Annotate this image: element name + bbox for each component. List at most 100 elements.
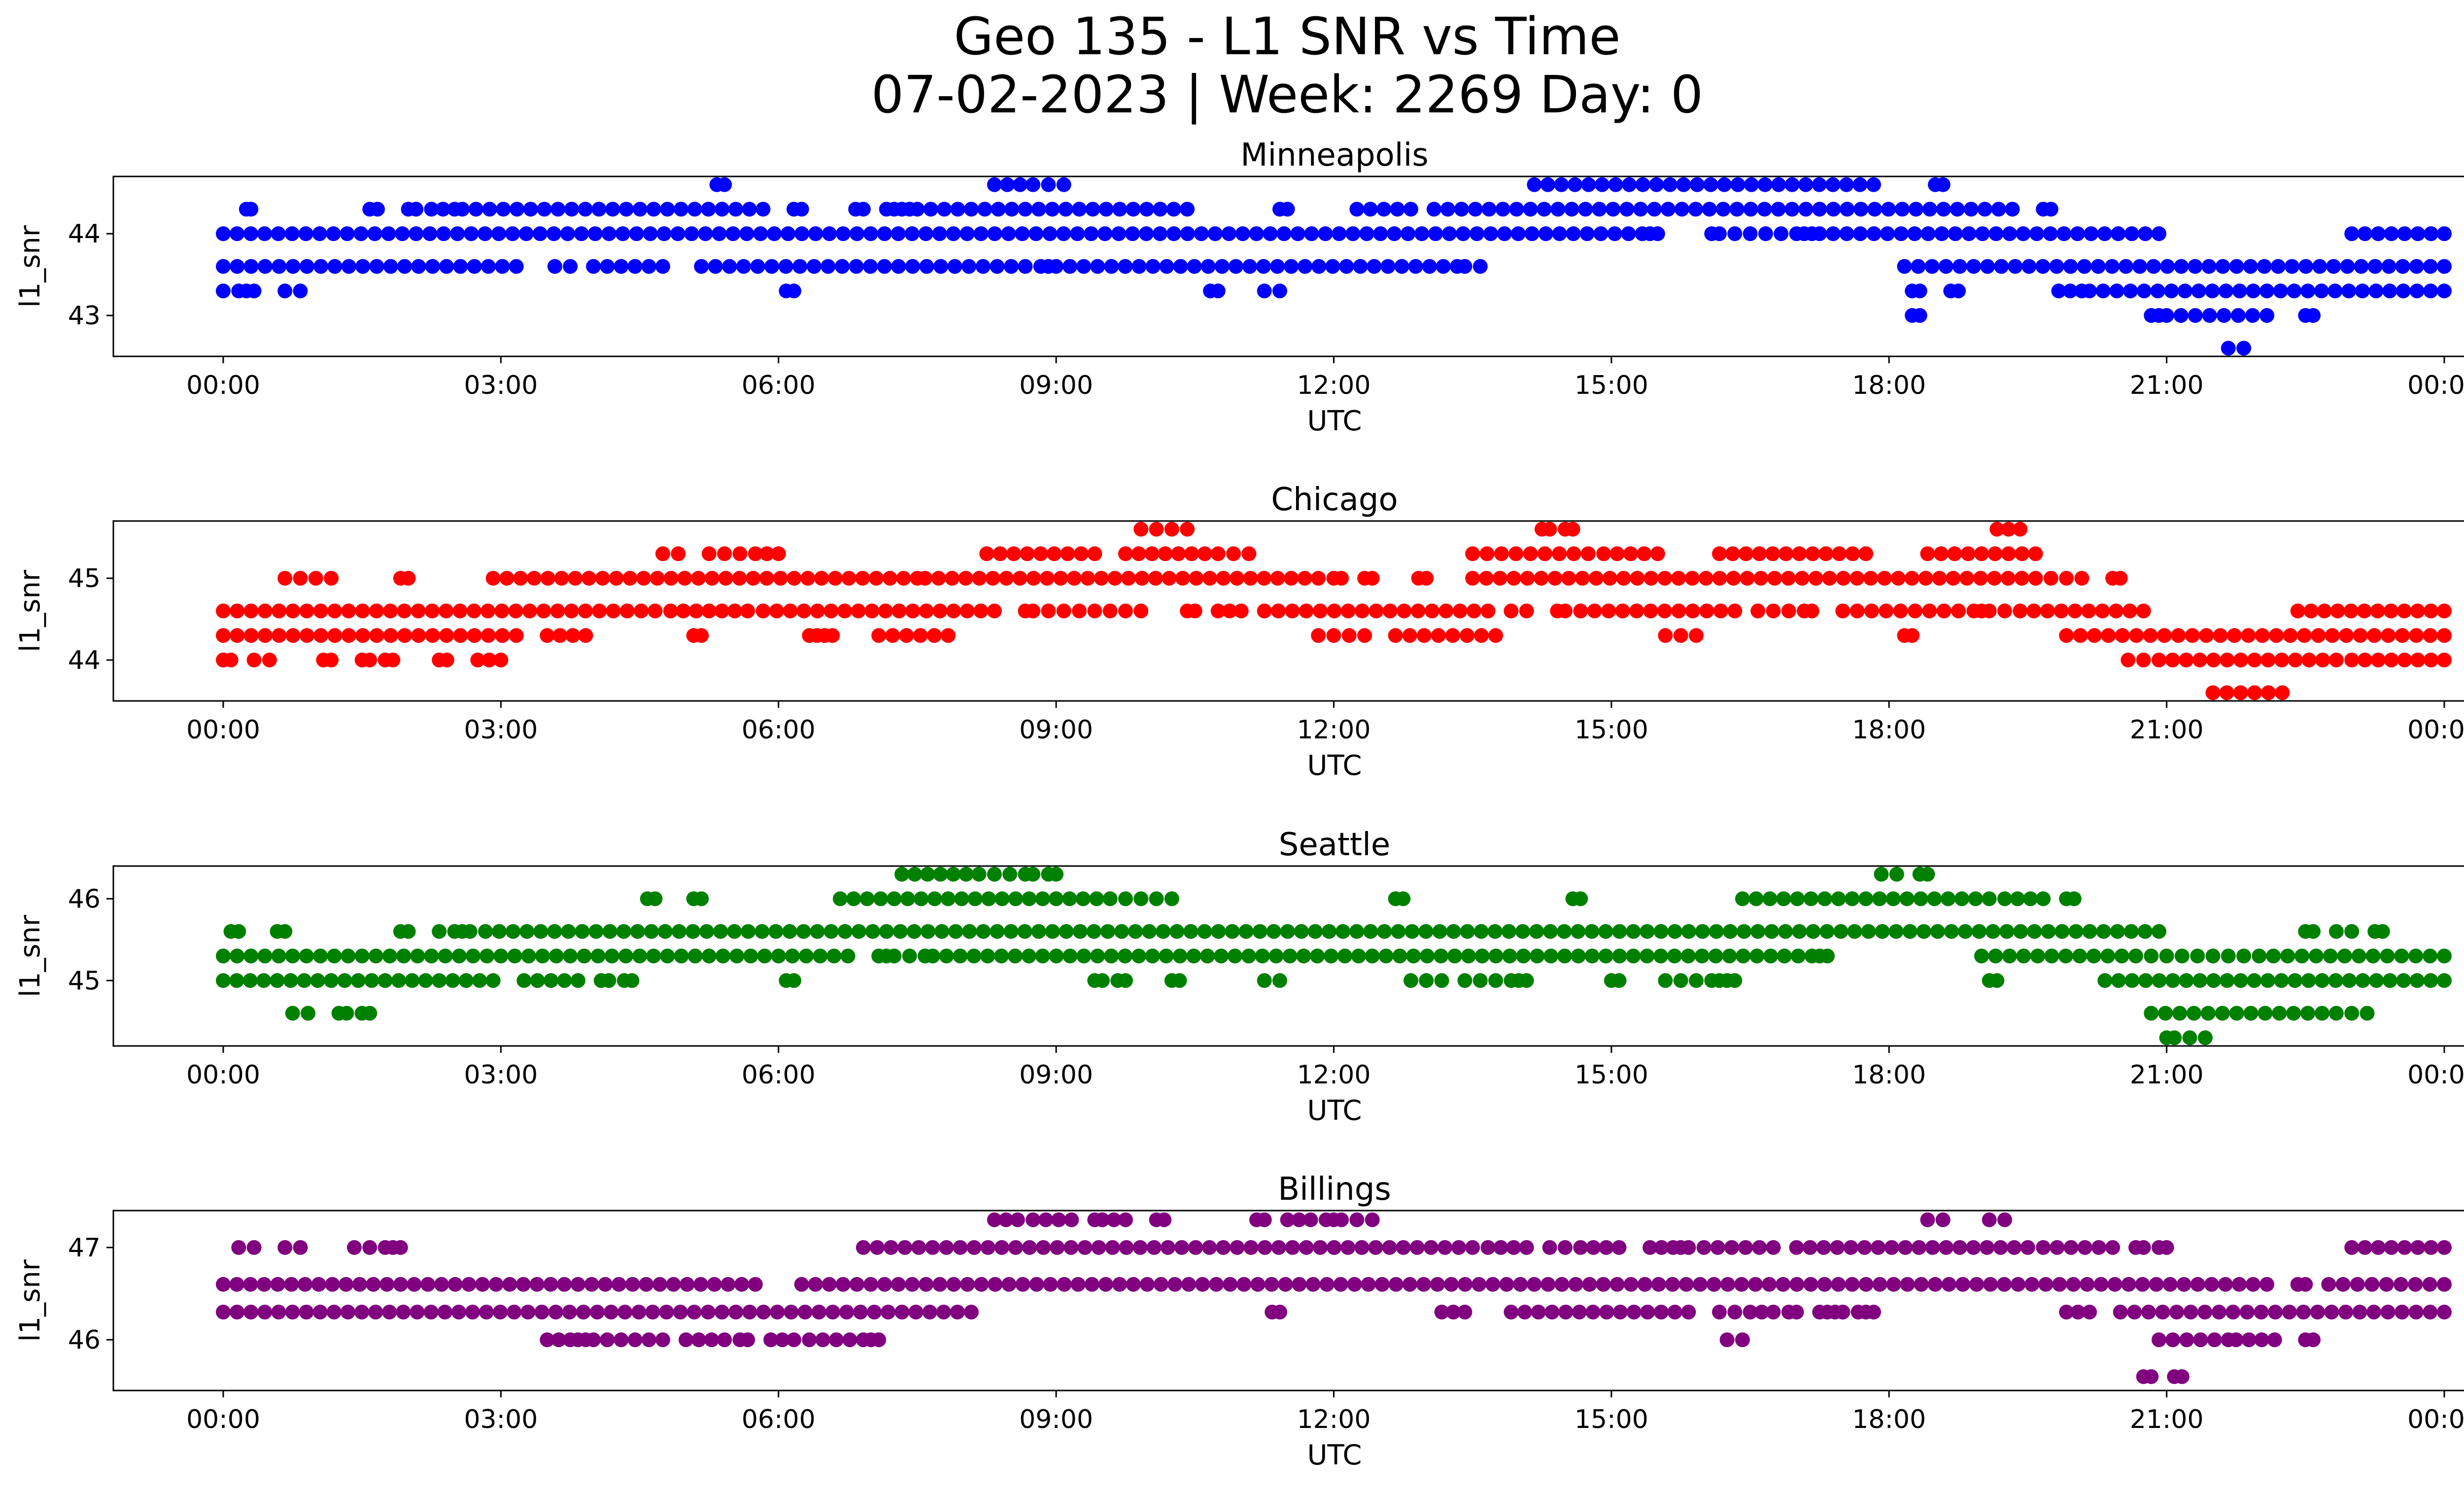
data-point [1640, 948, 1655, 964]
data-point [787, 571, 802, 586]
data-point [827, 571, 843, 586]
data-point [2381, 628, 2396, 643]
data-point [1959, 571, 1975, 586]
data-point [1311, 628, 1326, 643]
data-point [1523, 202, 1538, 217]
data-point [2286, 1006, 2301, 1021]
data-point [1771, 202, 1786, 217]
data-point [800, 571, 816, 586]
data-point [1446, 924, 1461, 939]
data-point [2324, 1304, 2339, 1320]
data-point [1290, 226, 1305, 242]
data-point [1968, 891, 1983, 906]
data-point [2330, 603, 2345, 619]
data-point [519, 924, 535, 939]
data-point [1640, 924, 1655, 939]
data-point [383, 259, 398, 274]
data-point [2437, 628, 2452, 643]
data-point [1913, 891, 1928, 906]
data-point [313, 628, 329, 643]
data-point [987, 603, 1002, 619]
data-point [646, 948, 661, 964]
data-point [1161, 1240, 1175, 1255]
data-point [2183, 1304, 2198, 1320]
data-point [327, 628, 342, 643]
data-point [1472, 1277, 1487, 1292]
data-point [1465, 546, 1480, 561]
data-point [1050, 1240, 1065, 1255]
data-point [865, 924, 880, 939]
data-point [2097, 226, 2112, 242]
data-point [811, 1304, 826, 1320]
data-point [2119, 259, 2133, 274]
data-point [1271, 1240, 1286, 1255]
data-point [2370, 653, 2386, 667]
data-point [1049, 259, 1064, 274]
data-point [1457, 1304, 1472, 1320]
data-point [657, 924, 673, 939]
data-point [1104, 948, 1119, 964]
data-point [1630, 571, 1645, 586]
data-point [905, 1277, 920, 1292]
data-point [2144, 948, 2159, 964]
data-point [1749, 948, 1765, 964]
data-point [563, 948, 578, 964]
data-point [1060, 546, 1075, 561]
data-point [1658, 628, 1673, 643]
data-point [1935, 177, 1951, 192]
x-tick-label: 21:00 [2130, 1405, 2204, 1434]
data-point [1893, 603, 1908, 619]
data-point [1689, 177, 1705, 192]
data-point [2219, 685, 2234, 700]
data-point [470, 653, 485, 667]
data-point [2190, 948, 2205, 964]
data-point [961, 259, 977, 274]
data-point [1874, 867, 1889, 882]
data-point [1925, 1240, 1940, 1255]
data-point [939, 948, 954, 964]
data-point [1465, 571, 1480, 586]
data-point [529, 1277, 545, 1292]
data-point [1739, 546, 1753, 561]
data-point [2358, 1240, 2372, 1255]
data-point [439, 259, 454, 274]
data-point [1920, 867, 1935, 882]
data-point [2236, 948, 2252, 964]
data-point [216, 973, 231, 988]
data-point [666, 1277, 681, 1292]
data-point [636, 571, 651, 586]
data-point [229, 1277, 244, 1292]
data-point [1817, 891, 1832, 906]
data-point [773, 571, 788, 586]
data-point [1361, 1277, 1376, 1292]
data-point [2298, 259, 2314, 274]
data-point [1166, 226, 1181, 242]
data-point [1195, 1277, 1210, 1292]
data-point [2260, 973, 2275, 988]
data-point [813, 948, 828, 964]
data-point [2437, 1304, 2452, 1320]
data-point [1026, 571, 1041, 586]
x-tick-label: 00:00 [2407, 1405, 2464, 1434]
data-point [1960, 546, 1976, 561]
data-point [2107, 1277, 2122, 1292]
data-point [1845, 891, 1860, 906]
data-point [379, 1277, 395, 1292]
data-point [1257, 1212, 1272, 1227]
data-point [899, 628, 914, 643]
data-point [2233, 653, 2249, 667]
data-point [971, 867, 987, 882]
data-point [1898, 1240, 1913, 1255]
data-point [257, 1304, 273, 1320]
data-point [1002, 867, 1018, 882]
data-point [1734, 1277, 1749, 1292]
data-point [1402, 1277, 1417, 1292]
data-point [2146, 259, 2161, 274]
data-point [1685, 603, 1700, 619]
data-point [1045, 924, 1060, 939]
data-point [550, 603, 565, 619]
x-tick-label: 15:00 [1574, 715, 1648, 745]
data-point [257, 948, 273, 964]
